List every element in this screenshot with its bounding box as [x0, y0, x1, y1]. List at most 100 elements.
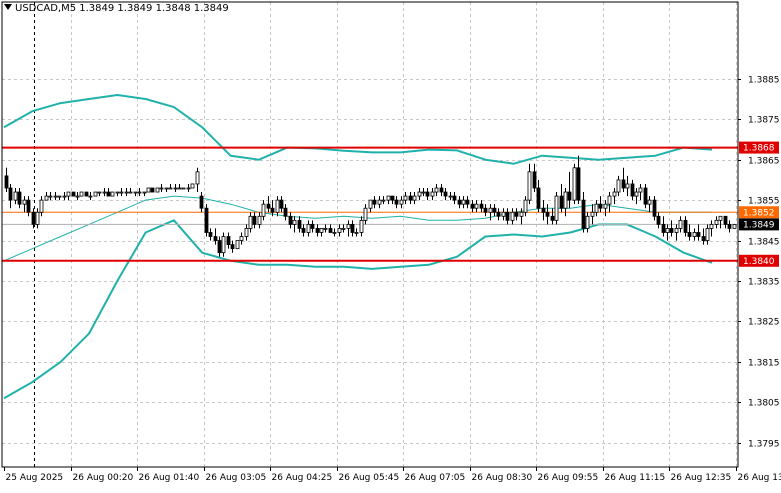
level-price-label: 1.3840 — [743, 257, 775, 267]
candle-body-bullish — [675, 228, 678, 232]
candle-body-bullish — [489, 208, 492, 212]
candle — [329, 224, 332, 232]
candle — [728, 220, 731, 232]
candle-body-bullish — [320, 228, 323, 232]
candle — [608, 192, 611, 212]
candle — [169, 184, 172, 189]
x-tick-label: 26 Aug 12:35 — [671, 473, 732, 483]
candle — [511, 208, 514, 224]
candle-body-bearish — [18, 192, 21, 204]
candle — [342, 224, 345, 232]
candle-body-bullish — [49, 196, 52, 197]
candle — [693, 228, 696, 240]
y-tick-label: 1.3795 — [748, 440, 780, 450]
candle — [138, 188, 141, 196]
candle-body-bearish — [395, 200, 398, 204]
candle-body-bearish — [657, 216, 660, 224]
candle — [497, 208, 500, 220]
candle-body-bearish — [231, 245, 234, 249]
candle — [404, 192, 407, 204]
candle — [160, 184, 163, 192]
candle — [662, 216, 665, 236]
candle-body-bullish — [573, 168, 576, 200]
candle-body-bullish — [418, 192, 421, 196]
x-tick-label: 26 Aug 09:55 — [538, 473, 599, 483]
candle — [515, 208, 518, 220]
candle — [120, 188, 123, 196]
candle — [360, 216, 363, 236]
candle — [440, 184, 443, 196]
candle — [311, 220, 314, 232]
candle-body-bullish — [706, 228, 709, 240]
candle — [338, 224, 341, 236]
candle-body-bullish — [524, 200, 527, 212]
candle — [670, 220, 673, 236]
candle — [391, 196, 394, 204]
candle-body-bearish — [5, 176, 8, 188]
candle — [80, 192, 83, 196]
candle-body-bearish — [724, 216, 727, 224]
candle-body-bearish — [218, 241, 221, 253]
candle — [480, 200, 483, 212]
y-tick-label: 1.3815 — [748, 359, 780, 369]
candle — [280, 196, 283, 212]
candle — [54, 192, 57, 200]
candle — [240, 232, 243, 244]
candle — [5, 168, 8, 192]
candle — [116, 192, 119, 196]
candle — [586, 212, 589, 232]
candle — [129, 188, 132, 193]
candle — [67, 192, 70, 200]
candle — [351, 220, 354, 236]
y-tick-label: 1.3855 — [748, 197, 780, 207]
candle-body-bullish — [138, 192, 141, 193]
candle-body-bearish — [466, 200, 469, 204]
candle — [14, 188, 17, 204]
candle — [395, 196, 398, 208]
x-tick-label: 25 Aug 2025 — [6, 473, 64, 483]
candle — [267, 196, 270, 212]
candle-body-bearish — [653, 200, 656, 216]
candle — [555, 192, 558, 224]
candle — [174, 184, 177, 192]
candle-body-bearish — [329, 228, 332, 232]
candle — [387, 196, 390, 204]
candle — [302, 224, 305, 236]
candle — [165, 188, 168, 192]
dropdown-triangle-icon[interactable] — [4, 4, 12, 10]
candle-body-bullish — [249, 216, 252, 228]
candle — [506, 208, 509, 224]
candle-body-bullish — [462, 200, 465, 204]
candle — [9, 184, 12, 208]
candle-body-bullish — [710, 224, 713, 228]
current-price-label: 1.3849 — [743, 220, 775, 230]
bollinger-bands — [4, 95, 712, 398]
candle-body-bearish — [497, 212, 500, 216]
candle-body-bearish — [542, 208, 545, 212]
candle — [533, 164, 536, 192]
candle-body-bearish — [409, 196, 412, 200]
candle — [542, 200, 545, 220]
candle — [622, 168, 625, 192]
candle — [284, 204, 287, 220]
candle-body-bullish — [608, 196, 611, 204]
candle — [462, 196, 465, 208]
candle — [72, 192, 75, 196]
candle-body-bearish — [577, 168, 580, 200]
candle — [156, 188, 159, 192]
candle — [599, 196, 602, 212]
candle — [697, 224, 700, 240]
candle-body-bearish — [662, 224, 665, 232]
candle — [236, 241, 239, 249]
candle-body-bullish — [715, 220, 718, 224]
candle-body-bullish — [116, 192, 119, 193]
candle — [27, 196, 30, 216]
candle — [631, 180, 634, 200]
candle — [222, 232, 225, 256]
candle-body-bearish — [107, 192, 110, 196]
candle — [18, 188, 21, 208]
candle-body-bullish — [355, 232, 358, 233]
candle — [453, 192, 456, 204]
x-tick-label: 26 Aug 08:30 — [472, 473, 533, 483]
